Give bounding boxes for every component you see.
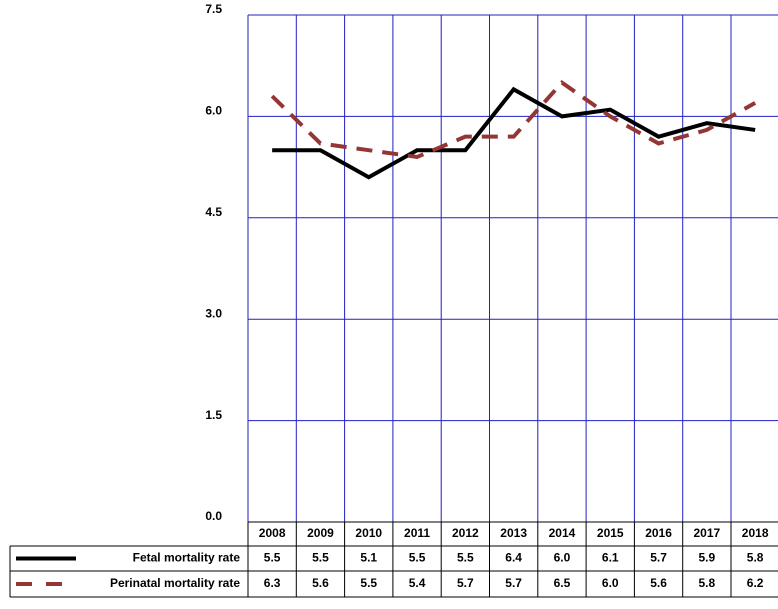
y-tick-label: 4.5 <box>205 205 222 219</box>
x-tick-label: 2010 <box>355 526 382 540</box>
table-value: 5.8 <box>747 551 764 565</box>
table-value: 5.7 <box>457 576 474 590</box>
table-value: 6.2 <box>747 576 764 590</box>
table-value: 5.4 <box>409 576 426 590</box>
table-value: 5.5 <box>360 576 377 590</box>
legend-label: Fetal mortality rate <box>133 551 241 565</box>
x-tick-label: 2014 <box>549 526 576 540</box>
x-tick-label: 2016 <box>645 526 672 540</box>
table-value: 5.5 <box>457 551 474 565</box>
y-tick-label: 3.0 <box>205 306 222 320</box>
x-tick-label: 2011 <box>404 526 430 540</box>
y-tick-label: 0.0 <box>205 509 222 523</box>
x-tick-label: 2013 <box>500 526 527 540</box>
table-value: 5.6 <box>312 576 329 590</box>
table-value: 6.4 <box>505 551 522 565</box>
table-value: 6.5 <box>554 576 571 590</box>
table-value: 5.5 <box>409 551 426 565</box>
table-value: 5.9 <box>699 551 716 565</box>
table-value: 6.0 <box>554 551 571 565</box>
table-value: 5.5 <box>312 551 329 565</box>
table-value: 6.1 <box>602 551 619 565</box>
legend-label: Perinatal mortality rate <box>110 576 240 590</box>
table-value: 5.8 <box>699 576 716 590</box>
x-tick-label: 2008 <box>259 526 286 540</box>
series-line <box>270 79 757 160</box>
table-value: 6.3 <box>264 576 281 590</box>
table-value: 5.7 <box>650 551 667 565</box>
table-value: 5.7 <box>505 576 522 590</box>
table-value: 5.6 <box>650 576 667 590</box>
table-value: 5.1 <box>360 551 377 565</box>
x-tick-label: 2009 <box>307 526 334 540</box>
y-tick-label: 7.5 <box>205 2 222 16</box>
x-tick-label: 2015 <box>597 526 624 540</box>
y-tick-label: 1.5 <box>205 408 222 422</box>
y-tick-label: 6.0 <box>205 104 222 118</box>
x-tick-label: 2012 <box>452 526 479 540</box>
x-tick-label: 2017 <box>693 526 720 540</box>
x-tick-label: 2018 <box>742 526 769 540</box>
table-value: 6.0 <box>602 576 619 590</box>
table-value: 5.5 <box>264 551 281 565</box>
series-line <box>272 86 756 180</box>
